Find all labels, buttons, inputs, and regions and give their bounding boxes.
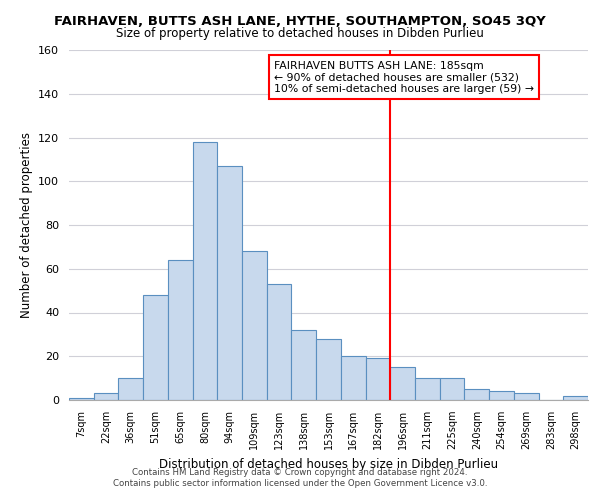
X-axis label: Distribution of detached houses by size in Dibden Purlieu: Distribution of detached houses by size … [159,458,498,470]
Bar [242,252,267,400]
Bar [316,339,341,400]
Bar [143,295,168,400]
Bar [94,394,118,400]
Bar [489,391,514,400]
Bar [193,142,217,400]
Text: Contains HM Land Registry data © Crown copyright and database right 2024.
Contai: Contains HM Land Registry data © Crown c… [113,468,487,487]
Bar [514,394,539,400]
Bar [440,378,464,400]
Bar [168,260,193,400]
Bar [292,330,316,400]
Text: FAIRHAVEN BUTTS ASH LANE: 185sqm
← 90% of detached houses are smaller (532)
10% : FAIRHAVEN BUTTS ASH LANE: 185sqm ← 90% o… [274,60,534,94]
Bar [69,398,94,400]
Bar [464,389,489,400]
Bar [118,378,143,400]
Bar [341,356,365,400]
Bar [217,166,242,400]
Text: FAIRHAVEN, BUTTS ASH LANE, HYTHE, SOUTHAMPTON, SO45 3QY: FAIRHAVEN, BUTTS ASH LANE, HYTHE, SOUTHA… [54,15,546,28]
Y-axis label: Number of detached properties: Number of detached properties [20,132,32,318]
Bar [563,396,588,400]
Bar [415,378,440,400]
Bar [365,358,390,400]
Text: Size of property relative to detached houses in Dibden Purlieu: Size of property relative to detached ho… [116,28,484,40]
Bar [267,284,292,400]
Bar [390,367,415,400]
